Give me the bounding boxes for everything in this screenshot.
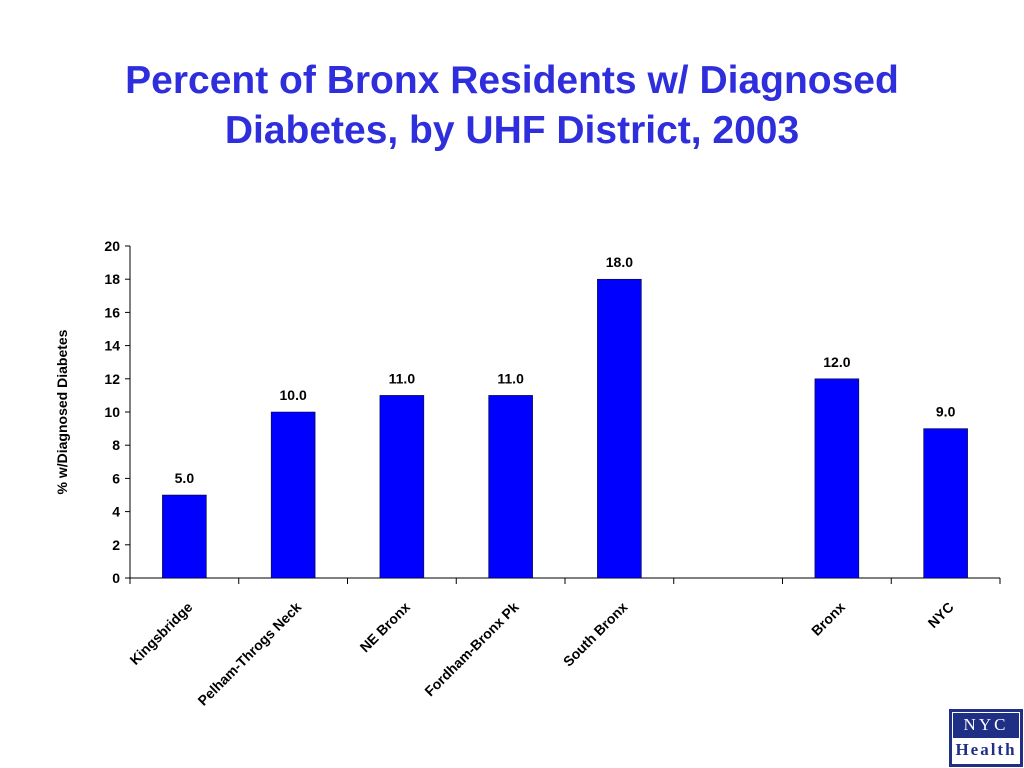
y-tick-label: 20 bbox=[104, 238, 120, 254]
y-tick-label: 18 bbox=[104, 271, 120, 287]
data-label: 5.0 bbox=[175, 470, 195, 486]
data-label: 18.0 bbox=[606, 254, 633, 270]
data-label: 9.0 bbox=[936, 404, 956, 420]
bar bbox=[597, 278, 642, 579]
x-tick-label: Pelham-Throgs Neck bbox=[194, 599, 304, 709]
x-tick-label: NE Bronx bbox=[357, 599, 414, 656]
bar bbox=[814, 378, 860, 579]
bars bbox=[162, 278, 968, 579]
x-tick-label: Kingsbridge bbox=[126, 599, 195, 668]
y-tick-label: 16 bbox=[104, 304, 120, 320]
x-tick-label: Bronx bbox=[808, 599, 848, 639]
y-tick-label: 6 bbox=[112, 470, 120, 486]
y-axis-label: % w/Diagnosed Diabetes bbox=[54, 329, 70, 494]
y-ticks: 0 2 4 6 8 10 12 14 16 18 20 bbox=[104, 238, 130, 586]
data-label: 11.0 bbox=[497, 370, 524, 386]
chart-title-line-2: Diabetes, by UHF District, 2003 bbox=[224, 109, 800, 152]
y-tick-label: 4 bbox=[112, 504, 120, 520]
x-tick-label: Fordham-Bronx Pk bbox=[421, 599, 522, 700]
y-tick-label: 12 bbox=[104, 371, 120, 387]
y-tick-label: 8 bbox=[112, 437, 120, 453]
logo-bottom-text: Health bbox=[953, 738, 1019, 763]
bar bbox=[923, 428, 968, 579]
y-tick-label: 10 bbox=[104, 404, 120, 420]
y-tick-label: 0 bbox=[112, 570, 120, 586]
nyc-health-logo: NYC Health bbox=[949, 709, 1023, 767]
x-tick-label: NYC bbox=[925, 599, 957, 631]
data-label: 10.0 bbox=[280, 387, 307, 403]
data-labels: 5.0 10.0 11.0 11.0 18.0 12.0 9.0 bbox=[175, 254, 956, 486]
x-tick-label: South Bronx bbox=[560, 599, 631, 670]
chart-title: Percent of Bronx Residents w/ Diagnosed … bbox=[0, 56, 1024, 156]
bar bbox=[162, 494, 207, 579]
y-tick-label: 2 bbox=[112, 537, 120, 553]
bar bbox=[488, 395, 533, 579]
chart-title-line-1: Percent of Bronx Residents w/ Diagnosed bbox=[125, 59, 899, 102]
data-label: 12.0 bbox=[823, 354, 850, 370]
logo-top-text: NYC bbox=[963, 715, 1009, 734]
y-tick-label: 14 bbox=[104, 338, 120, 354]
bar bbox=[270, 411, 316, 579]
bar bbox=[379, 395, 425, 579]
data-label: 11.0 bbox=[389, 370, 416, 386]
